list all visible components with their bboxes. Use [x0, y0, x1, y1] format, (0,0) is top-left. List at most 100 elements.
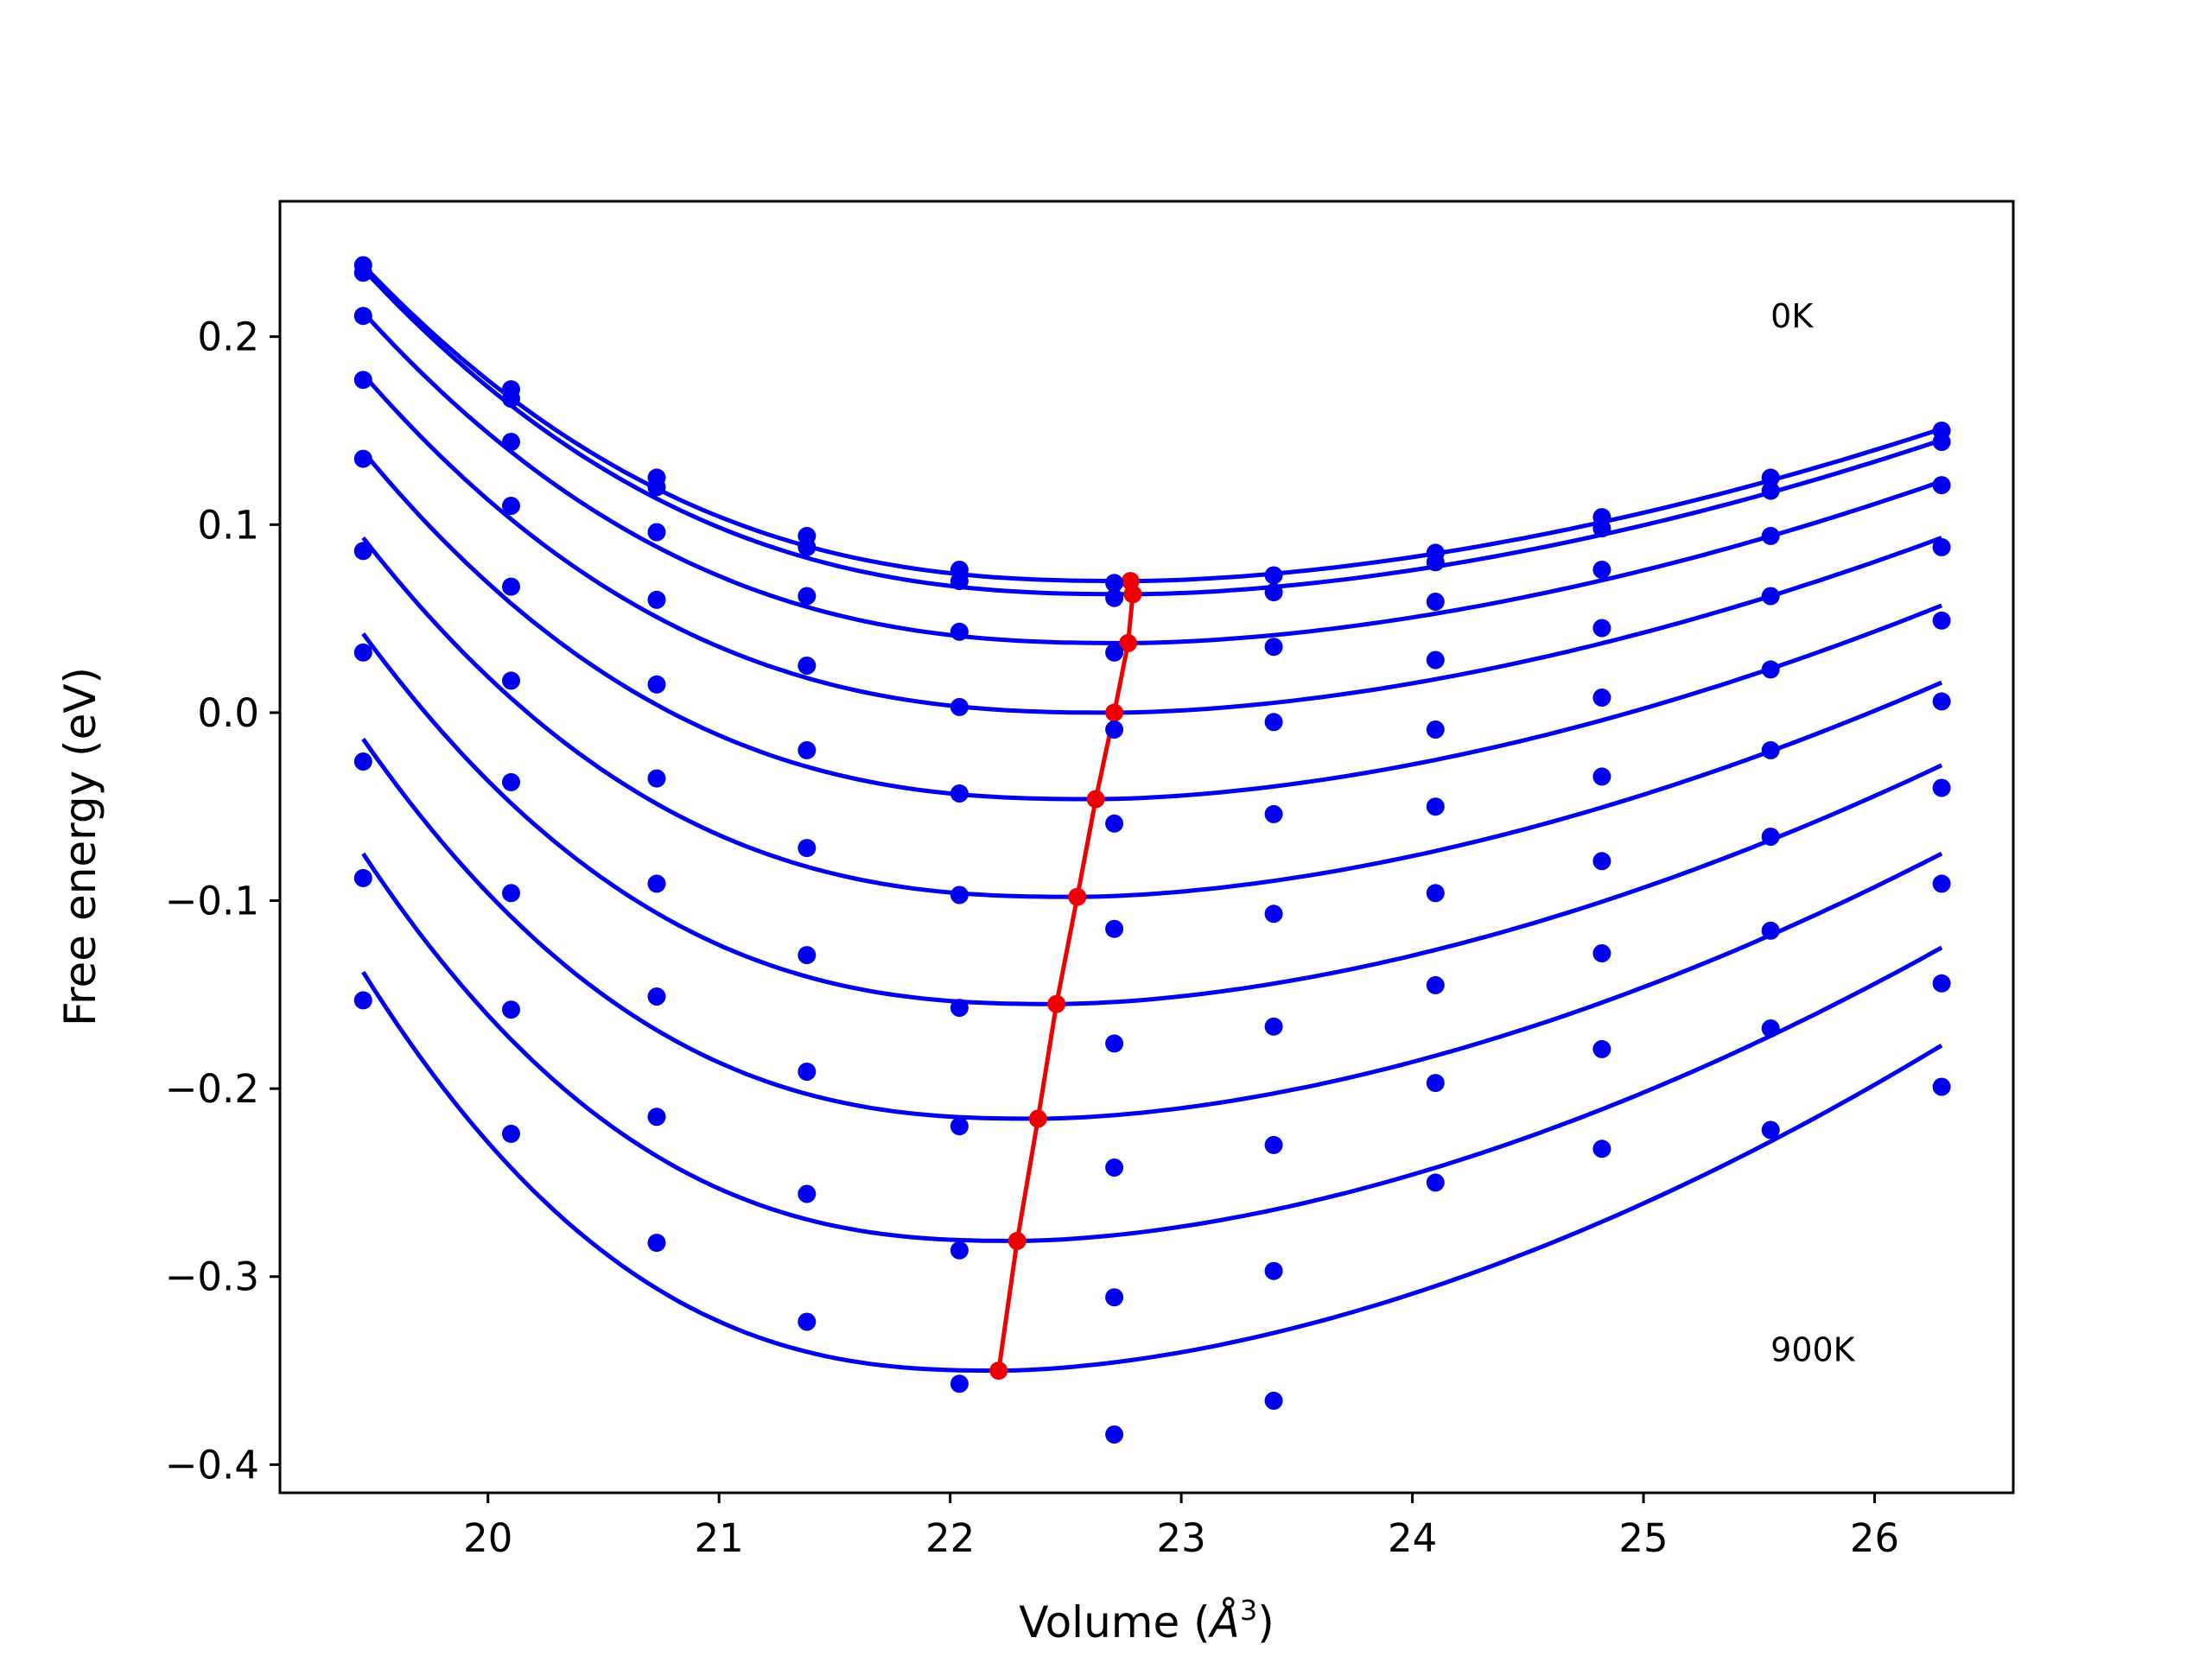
y-tick-label: −0.3: [165, 1254, 259, 1300]
minimum-point: [1105, 703, 1124, 722]
data-point: [1426, 553, 1445, 572]
data-point: [353, 449, 372, 468]
data-point: [798, 839, 817, 858]
data-point: [1592, 944, 1611, 962]
plot-frame: [278, 200, 2015, 1495]
minimum-line: [996, 581, 1135, 1371]
data-point: [798, 1184, 817, 1203]
data-point: [1761, 1120, 1780, 1139]
fit-curve-6: [361, 536, 1943, 899]
data-point: [1592, 852, 1611, 871]
data-point: [1264, 1261, 1283, 1280]
data-point: [950, 1117, 969, 1136]
x-tick-label: 24: [1388, 1515, 1437, 1561]
data-point: [647, 874, 666, 893]
data-point: [1592, 561, 1611, 579]
minimum-point: [1086, 790, 1105, 809]
fit-curve-9: [361, 852, 1943, 1243]
data-point: [1932, 874, 1951, 893]
data-point: [353, 371, 372, 390]
data-points: [353, 256, 1951, 1444]
minimum-point: [1068, 887, 1087, 906]
data-point: [1105, 1034, 1124, 1053]
x-tick-label: 22: [925, 1515, 975, 1561]
data-point: [1761, 481, 1780, 500]
data-point: [502, 577, 520, 596]
data-point: [1592, 619, 1611, 638]
data-point: [502, 497, 520, 515]
data-point: [798, 657, 817, 675]
y-tick-label: 0.2: [197, 314, 259, 360]
data-point: [502, 772, 520, 791]
minimum-point: [1007, 1231, 1027, 1250]
data-point: [1932, 974, 1951, 993]
data-point: [502, 390, 520, 408]
fit-curve-1: [361, 263, 1942, 584]
data-point: [1592, 519, 1611, 538]
data-point: [1105, 1288, 1124, 1307]
x-tick-label: 23: [1156, 1515, 1205, 1561]
data-point: [1592, 689, 1611, 707]
data-point: [353, 263, 372, 282]
fit-curve-8: [361, 737, 1943, 1121]
data-point: [502, 1000, 520, 1019]
data-point: [798, 1063, 817, 1081]
data-point: [950, 1374, 969, 1393]
fit-curves: [361, 263, 1943, 1374]
data-point: [1932, 433, 1951, 451]
data-point: [950, 622, 969, 641]
x-tick-label: 25: [1618, 1515, 1668, 1561]
data-point: [1932, 476, 1951, 495]
data-point: [1426, 720, 1445, 739]
data-point: [798, 740, 817, 759]
minimum-point: [1123, 585, 1142, 604]
data-point: [798, 537, 817, 556]
data-point: [950, 784, 969, 803]
data-point: [502, 1124, 520, 1143]
data-point: [1105, 919, 1124, 938]
data-point: [1932, 1077, 1951, 1096]
data-point: [1264, 904, 1283, 924]
data-point: [1426, 1074, 1445, 1093]
data-point: [1761, 921, 1780, 940]
data-point: [1264, 566, 1283, 585]
data-point: [1264, 713, 1283, 732]
x-tick-label: 20: [463, 1515, 512, 1561]
data-point: [353, 991, 372, 1010]
data-point: [950, 1241, 969, 1260]
data-point: [798, 1312, 817, 1331]
y-tick-label: −0.1: [165, 879, 259, 924]
data-point: [1932, 611, 1951, 630]
minimum-point: [1119, 633, 1138, 652]
data-point: [1426, 884, 1445, 903]
data-point: [502, 884, 520, 903]
data-point: [1592, 1139, 1611, 1158]
data-point: [1761, 1019, 1780, 1038]
data-point: [647, 1234, 666, 1253]
data-point: [1105, 588, 1124, 607]
fit-curve-3: [361, 310, 1942, 645]
x-axis-label: Volume (Å3): [1019, 1594, 1274, 1647]
minimum-point: [1028, 1109, 1047, 1128]
data-point: [798, 946, 817, 965]
data-point: [647, 675, 666, 694]
data-point: [1761, 660, 1780, 679]
data-point: [1592, 767, 1611, 786]
data-point: [1426, 651, 1445, 670]
data-point: [1932, 692, 1951, 711]
data-point: [1761, 526, 1780, 545]
data-point: [353, 643, 372, 662]
annotation-label: 900K: [1770, 1331, 1856, 1369]
data-point: [1761, 740, 1780, 759]
annotations: 0K 900K: [1770, 297, 1856, 1369]
fit-curve-2: [361, 267, 1942, 597]
data-point: [647, 523, 666, 542]
fit-curve-7: [361, 632, 1943, 1006]
data-point: [1426, 593, 1445, 611]
data-point: [1761, 828, 1780, 846]
fit-curve-4: [361, 372, 1942, 715]
data-point: [1105, 643, 1124, 662]
data-point: [1592, 1039, 1611, 1058]
data-point: [647, 987, 666, 1006]
